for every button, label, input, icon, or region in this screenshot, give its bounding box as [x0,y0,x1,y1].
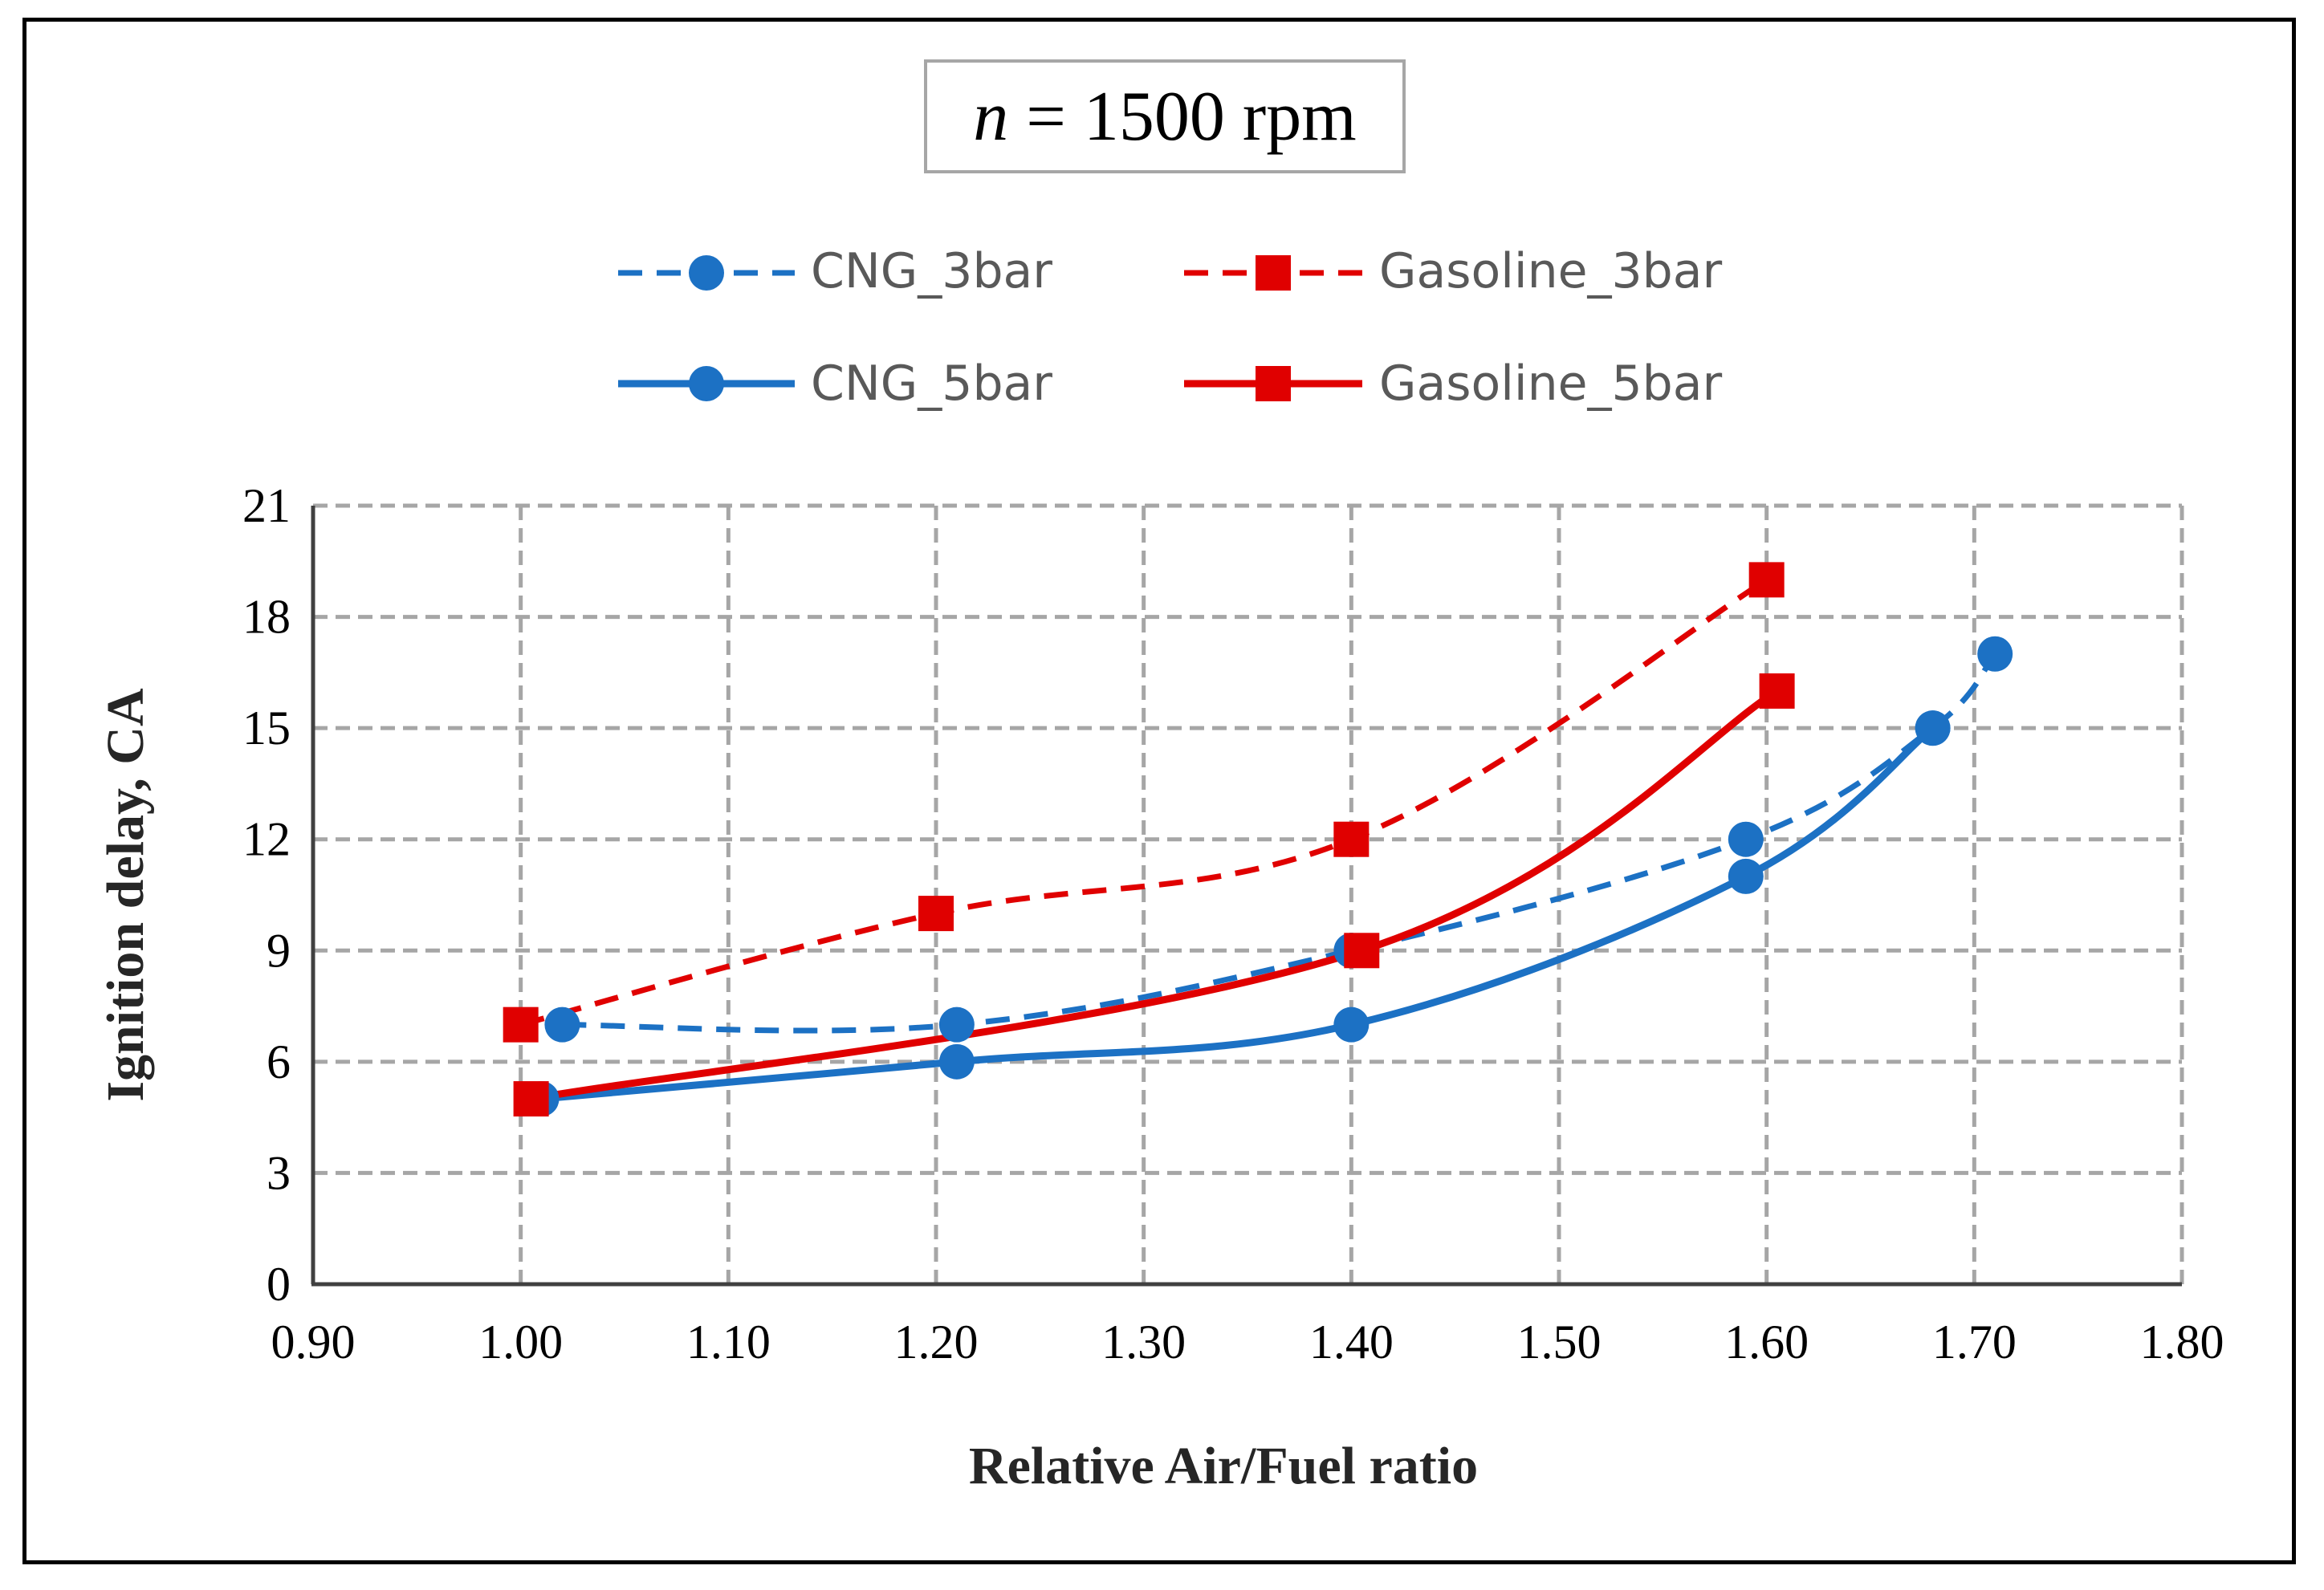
data-point-cng-3bar [544,1006,580,1043]
x-axis-title: Relative Air/Fuel ratio [969,1437,1478,1495]
data-point-gasoline-3bar [1748,562,1785,598]
title-variable: n [973,77,1009,156]
x-tick-label: 1.60 [1724,1316,1809,1368]
y-tick-label: 6 [267,1035,291,1088]
title-text: = 1500 rpm [1008,77,1357,156]
x-tick-label: 1.00 [478,1316,563,1368]
y-tick-label: 21 [242,479,291,532]
x-tick-label: 1.30 [1101,1316,1186,1368]
data-point-gasoline-3bar [1333,821,1370,857]
data-point-gasoline-3bar [918,896,954,932]
x-tick-label: 1.20 [894,1316,979,1368]
x-tick-label: 1.70 [1932,1316,2017,1368]
x-tick-label: 1.50 [1517,1316,1602,1368]
data-point-cng-5bar [1728,858,1764,894]
y-tick-label: 9 [267,924,291,977]
data-point-cng-3bar [1977,636,2013,672]
data-point-cng-5bar [1915,710,1951,746]
series-line-cng-5bar [541,725,1935,1103]
x-tick-label: 1.40 [1309,1316,1394,1368]
legend-label-cng-3bar: CNG_3bar [811,243,1052,299]
series-line-gasoline-3bar [519,577,1768,1028]
data-point-cng-5bar [938,1043,975,1080]
legend-label-gasoline-3bar: Gasoline_3bar [1379,243,1723,299]
data-point-gasoline-3bar [503,1006,539,1043]
data-point-cng-3bar [1728,821,1764,857]
legend-label-cng-5bar: CNG_5bar [811,356,1052,412]
y-tick-label: 3 [267,1146,291,1199]
legend-label-gasoline-5bar: Gasoline_5bar [1379,356,1723,412]
series-line-gasoline-5bar [530,688,1779,1103]
x-tick-label: 1.10 [686,1316,771,1368]
y-axis-title: Ignition delay, CA [96,688,155,1102]
chart-title-box: n = 1500 rpm [924,59,1406,173]
data-point-gasoline-5bar [1759,673,1795,709]
data-point-cng-5bar [1333,1006,1370,1043]
x-tick-label: 0.90 [271,1316,356,1368]
x-tick-label: 1.80 [2140,1316,2224,1368]
y-tick-label: 0 [267,1258,291,1311]
chart-frame [22,18,2296,1564]
data-point-gasoline-5bar [513,1081,549,1117]
y-tick-label: 15 [242,701,291,754]
data-point-cng-3bar [938,1006,975,1043]
y-tick-label: 12 [242,813,291,866]
y-tick-label: 18 [242,591,291,644]
data-point-gasoline-5bar [1344,933,1380,969]
